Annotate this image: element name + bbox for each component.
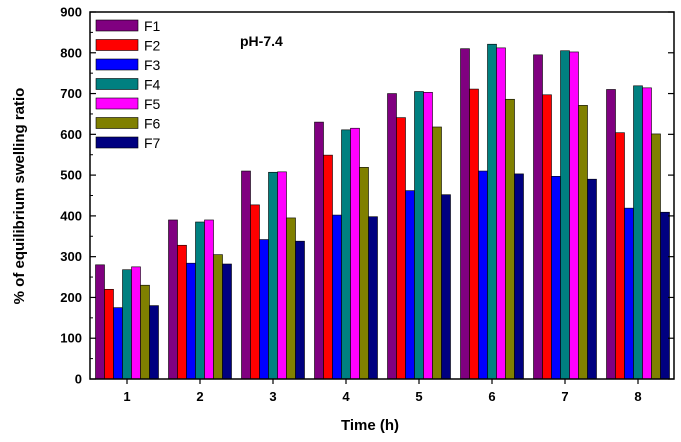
- bar-f7-t8: [660, 211, 670, 380]
- bar-f1-t5: [387, 93, 397, 380]
- legend-swatch-f6: [95, 117, 139, 129]
- bar-f7-t7: [587, 178, 597, 380]
- bar-f3-t5: [405, 190, 415, 380]
- bar-f7-t5: [441, 194, 451, 380]
- bar-f5-t3: [277, 171, 287, 380]
- bar-f4-t7: [560, 50, 570, 380]
- bar-f6-t4: [359, 167, 369, 380]
- bar-f6-t5: [432, 126, 442, 380]
- axes-layer: 0 100 200 300 400 500 600 700 800 900 1 2 3 4 5 6 7 8: [60, 5, 674, 404]
- bar-f2-t6: [469, 88, 479, 380]
- x-tick-label-4: 4: [342, 389, 350, 404]
- bar-f1-t1: [95, 264, 105, 380]
- bar-f7-t4: [368, 216, 378, 380]
- bar-f5-t8: [642, 87, 652, 380]
- bar-f2-t7: [542, 94, 552, 380]
- bar-f5-t7: [569, 51, 579, 380]
- bar-f2-t1: [104, 288, 114, 380]
- legend-swatch-f5: [95, 97, 139, 110]
- bar-f2-t4: [323, 154, 333, 380]
- bar-f2-t5: [396, 117, 406, 380]
- bar-f4-t3: [268, 171, 278, 380]
- bar-f5-t6: [496, 47, 506, 380]
- bar-f6-t2: [213, 254, 223, 380]
- legend-swatch-f7: [95, 136, 139, 149]
- bar-f3-t4: [332, 214, 342, 380]
- bar-f4-t2: [195, 221, 205, 380]
- x-tick-label-8: 8: [634, 389, 641, 404]
- x-tick-label-7: 7: [561, 389, 568, 404]
- x-tick-label-3: 3: [269, 389, 276, 404]
- bar-f1-t8: [606, 89, 616, 380]
- bar-f6-t3: [286, 217, 296, 380]
- bar-f3-t3: [259, 239, 269, 380]
- bar-f6-t6: [505, 98, 515, 380]
- bar-f2-t3: [250, 204, 260, 380]
- bar-f3-t1: [113, 307, 123, 380]
- bar-f1-t3: [241, 170, 251, 380]
- legend-label-f3: F3: [144, 57, 161, 73]
- bar-f6-t1: [140, 284, 150, 380]
- y-tick-label-900: 900: [60, 5, 82, 20]
- y-tick-label-500: 500: [60, 168, 82, 183]
- ph-annotation: pH-7.4: [240, 33, 283, 49]
- legend-swatch-f1: [95, 19, 139, 32]
- legend-label-f4: F4: [144, 77, 161, 93]
- bar-f3-t2: [186, 262, 196, 380]
- bar-f2-t2: [177, 244, 187, 380]
- x-axis-title: Time (h): [341, 417, 399, 434]
- bar-f3-t8: [624, 207, 634, 380]
- y-tick-label-800: 800: [60, 45, 82, 60]
- bar-f2-t8: [615, 132, 625, 380]
- legend-label-f6: F6: [144, 116, 161, 132]
- bar-f5-t1: [131, 266, 141, 380]
- bar-f4-t5: [414, 91, 424, 380]
- bar-f4-t8: [633, 85, 643, 380]
- y-tick-label-100: 100: [60, 331, 82, 346]
- bar-f3-t6: [478, 170, 488, 380]
- legend-label-f1: F1: [144, 18, 161, 34]
- x-tick-label-1: 1: [123, 389, 130, 404]
- bar-f6-t8: [651, 133, 661, 380]
- bars-layer: [95, 43, 670, 380]
- x-tick-label-2: 2: [196, 389, 203, 404]
- legend-swatch-f2: [95, 39, 139, 51]
- bar-f7-t1: [149, 305, 159, 380]
- legend-label-f7: F7: [144, 135, 161, 151]
- y-tick-label-200: 200: [60, 290, 82, 305]
- bar-f1-t7: [533, 54, 543, 380]
- bar-f4-t4: [341, 129, 351, 380]
- y-tick-label-400: 400: [60, 208, 82, 223]
- y-tick-label-0: 0: [75, 372, 82, 387]
- bar-f5-t4: [350, 127, 360, 380]
- legend-label-f2: F2: [144, 38, 161, 54]
- y-tick-label-600: 600: [60, 127, 82, 142]
- x-tick-label-6: 6: [488, 389, 495, 404]
- bar-f1-t4: [314, 121, 324, 380]
- bar-f7-t3: [295, 240, 305, 380]
- bar-f3-t7: [551, 176, 561, 380]
- bar-f4-t6: [487, 43, 497, 380]
- legend-swatch-f3: [95, 58, 139, 71]
- bar-f4-t1: [122, 269, 132, 380]
- bar-f7-t2: [222, 263, 232, 380]
- legend-label-f5: F5: [144, 96, 161, 112]
- legend: F1 F2 F3 F4 F5 F6 F7: [95, 18, 161, 151]
- bar-f5-t2: [204, 219, 214, 380]
- y-tick-label-300: 300: [60, 249, 82, 264]
- x-tick-label-5: 5: [415, 389, 422, 404]
- legend-swatch-f4: [95, 78, 139, 90]
- bar-f5-t5: [423, 92, 433, 380]
- y-axis-title: % of equilibrium swelling ratio: [11, 88, 28, 305]
- bar-f1-t6: [460, 48, 470, 380]
- bar-f1-t2: [168, 219, 178, 380]
- bar-f6-t7: [578, 105, 588, 380]
- y-tick-label-700: 700: [60, 86, 82, 101]
- bar-f7-t6: [514, 173, 524, 380]
